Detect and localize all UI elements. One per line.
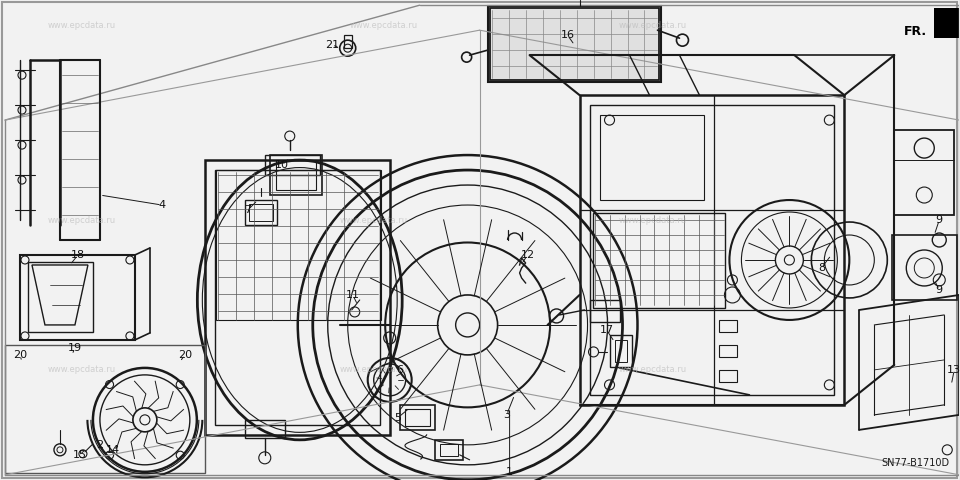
Text: 20: 20 bbox=[178, 350, 192, 360]
Text: 12: 12 bbox=[520, 250, 535, 260]
Bar bbox=[20, 255, 135, 340]
Bar bbox=[5, 345, 204, 473]
Bar bbox=[344, 35, 351, 48]
Text: www.epcdata.ru: www.epcdata.ru bbox=[48, 216, 116, 225]
Bar bbox=[895, 130, 954, 215]
Text: 8: 8 bbox=[818, 263, 825, 273]
Bar bbox=[245, 420, 285, 438]
Text: 20: 20 bbox=[12, 350, 27, 360]
Bar bbox=[600, 115, 705, 200]
Bar bbox=[610, 335, 632, 367]
Bar bbox=[265, 155, 320, 175]
Bar bbox=[589, 105, 834, 395]
Text: www.epcdata.ru: www.epcdata.ru bbox=[618, 21, 686, 30]
Bar bbox=[719, 345, 737, 357]
Text: www.epcdata.ru: www.epcdata.ru bbox=[349, 21, 418, 30]
Text: 10: 10 bbox=[275, 160, 289, 170]
Bar bbox=[215, 170, 380, 425]
Text: 13: 13 bbox=[948, 365, 960, 375]
Bar bbox=[216, 170, 381, 320]
Bar bbox=[440, 444, 458, 456]
Bar bbox=[435, 440, 463, 460]
Text: FR.: FR. bbox=[904, 25, 927, 38]
Text: 18: 18 bbox=[71, 250, 85, 260]
Bar bbox=[488, 6, 661, 82]
Text: 17: 17 bbox=[599, 325, 613, 335]
Bar bbox=[405, 409, 430, 426]
Text: 21: 21 bbox=[324, 40, 339, 50]
Bar bbox=[270, 155, 322, 195]
Text: 9: 9 bbox=[936, 285, 943, 295]
Text: www.epcdata.ru: www.epcdata.ru bbox=[48, 365, 116, 374]
Text: 11: 11 bbox=[346, 290, 360, 300]
Text: 1: 1 bbox=[506, 467, 513, 477]
Bar bbox=[204, 160, 390, 435]
Text: 6: 6 bbox=[396, 365, 403, 375]
Text: SN77-B1710D: SN77-B1710D bbox=[881, 458, 949, 468]
Bar bbox=[249, 204, 273, 221]
Text: 15: 15 bbox=[73, 450, 87, 460]
Polygon shape bbox=[934, 8, 959, 38]
Bar bbox=[589, 300, 619, 322]
Text: 14: 14 bbox=[106, 445, 120, 455]
Text: www.epcdata.ru: www.epcdata.ru bbox=[618, 365, 686, 374]
Bar bbox=[719, 320, 737, 332]
Text: 3: 3 bbox=[503, 410, 510, 420]
Bar bbox=[28, 262, 93, 332]
Text: 4: 4 bbox=[158, 200, 165, 210]
Polygon shape bbox=[490, 8, 660, 80]
Text: 2: 2 bbox=[96, 440, 104, 450]
Bar bbox=[580, 95, 845, 405]
Bar bbox=[399, 405, 435, 430]
Text: 7: 7 bbox=[244, 205, 252, 215]
Bar bbox=[719, 370, 737, 382]
Text: 5: 5 bbox=[395, 413, 401, 423]
Bar bbox=[614, 340, 627, 362]
Text: www.epcdata.ru: www.epcdata.ru bbox=[48, 21, 116, 30]
Text: 9: 9 bbox=[936, 215, 943, 225]
Text: www.epcdata.ru: www.epcdata.ru bbox=[618, 216, 686, 225]
Text: 19: 19 bbox=[68, 343, 82, 353]
Bar bbox=[276, 160, 316, 190]
Text: www.epcdata.ru: www.epcdata.ru bbox=[340, 216, 408, 225]
Bar bbox=[245, 200, 276, 225]
Text: 16: 16 bbox=[561, 30, 574, 40]
Bar bbox=[892, 235, 957, 300]
Text: www.epcdata.ru: www.epcdata.ru bbox=[340, 365, 408, 374]
Bar bbox=[592, 213, 726, 308]
